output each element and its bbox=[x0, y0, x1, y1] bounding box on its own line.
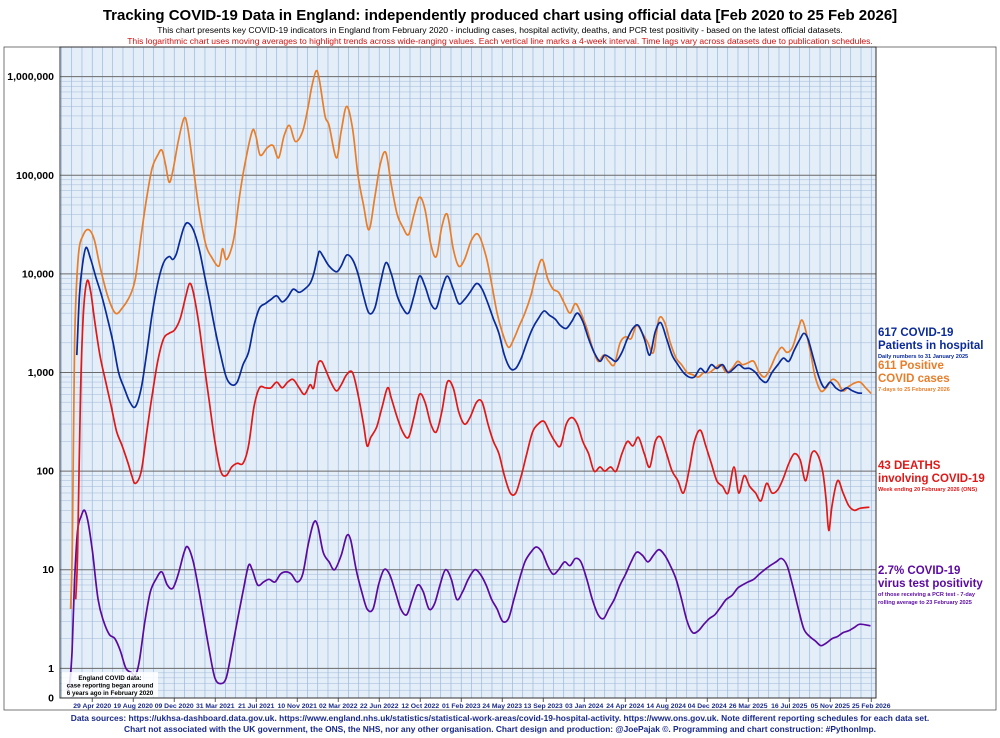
plot-border bbox=[59, 46, 877, 699]
series-label-headline: 2.7% COVID-19 bbox=[878, 565, 960, 577]
x-tick-label: 26 Mar 2025 bbox=[729, 703, 768, 710]
annotation-line: case reporting began around bbox=[67, 683, 154, 690]
series-line-cases bbox=[69, 69, 872, 610]
x-tick-label: 25 Feb 2026 bbox=[852, 703, 891, 710]
y-tick-label: 0 bbox=[48, 693, 54, 705]
y-tick-label: 100 bbox=[36, 466, 54, 478]
x-tick-label: 02 Mar 2022 bbox=[319, 703, 358, 710]
x-tick-label: 13 Sep 2023 bbox=[524, 703, 563, 710]
y-tick-label: 100,000 bbox=[16, 170, 54, 182]
x-tick-label: 31 Mar 2021 bbox=[196, 703, 235, 710]
series-label-detail: of those receiving a PCR test - 7-day bbox=[878, 592, 976, 598]
x-tick-label: 10 Nov 2021 bbox=[278, 703, 318, 710]
annotation-line: 6 years ago in February 2020 bbox=[67, 690, 154, 697]
data-sources-line: Data sources: https://ukhsa-dashboard.da… bbox=[70, 713, 930, 723]
annotation-line: England COVID data: bbox=[78, 675, 141, 682]
series-label-headline: involving COVID-19 bbox=[878, 473, 985, 485]
x-tick-label: 05 Nov 2025 bbox=[811, 703, 851, 710]
chart-header: Tracking COVID-19 Data in England: indep… bbox=[0, 6, 1000, 47]
series-line-hospital bbox=[75, 221, 863, 409]
x-tick-label: 03 Jan 2024 bbox=[565, 703, 603, 710]
x-tick-label: 14 Aug 2024 bbox=[647, 703, 687, 710]
chart-title: Tracking COVID-19 Data in England: indep… bbox=[102, 7, 898, 24]
series-line-deaths bbox=[74, 279, 870, 600]
series-label-headline: COVID cases bbox=[878, 373, 950, 385]
credits-line: Chart not associated with the UK governm… bbox=[124, 723, 876, 734]
y-tick-label: 1,000,000 bbox=[7, 71, 54, 83]
series-line-positivity bbox=[66, 509, 871, 691]
chart-note: This logarithmic chart uses moving avera… bbox=[127, 36, 873, 46]
y-tick-label: 1,000 bbox=[28, 367, 54, 379]
series-label-headline: 611 Positive bbox=[878, 360, 944, 372]
x-tick-label: 24 Apr 2024 bbox=[606, 703, 644, 710]
series-label-headline: 43 DEATHS bbox=[878, 460, 941, 472]
annotation-bg bbox=[62, 672, 158, 697]
series-label-detail: rolling average to 23 February 2025 bbox=[878, 600, 972, 606]
series-label-detail: 7-days to 25 February 2026 bbox=[878, 387, 950, 393]
series-label-headline: Patients in hospital bbox=[878, 340, 983, 352]
x-tick-label: 12 Oct 2022 bbox=[401, 703, 439, 710]
annotation-case-reporting: England COVID data:case reporting began … bbox=[62, 672, 158, 697]
x-tick-label: 19 Aug 2020 bbox=[114, 703, 154, 710]
x-tick-label: 04 Dec 2024 bbox=[688, 703, 727, 710]
chart-subtitle: This chart presents key COVID-19 indicat… bbox=[157, 25, 843, 35]
x-tick-label: 16 Jul 2025 bbox=[771, 703, 807, 710]
x-tick-label: 29 Apr 2020 bbox=[73, 703, 111, 710]
x-tick-label: 01 Feb 2023 bbox=[442, 703, 481, 710]
x-tick-label: 22 Jun 2022 bbox=[360, 703, 399, 710]
x-tick-label: 09 Dec 2020 bbox=[155, 703, 194, 710]
series-label-headline: virus test positivity bbox=[878, 578, 983, 590]
x-tick-label: 24 May 2023 bbox=[482, 703, 522, 710]
series-label-headline: 617 COVID-19 bbox=[878, 327, 953, 339]
x-tick-label: 21 Jul 2021 bbox=[238, 703, 274, 710]
y-tick-label: 10 bbox=[42, 564, 54, 576]
chart-footer: Data sources: https://ukhsa-dashboard.da… bbox=[0, 713, 1000, 734]
series-label-detail: Daily numbers to 31 January 2025 bbox=[878, 354, 968, 360]
y-tick-label: 1 bbox=[48, 663, 54, 675]
series-label-detail: Week ending 20 February 2026 (ONS) bbox=[878, 487, 977, 493]
y-tick-label: 10,000 bbox=[22, 268, 54, 280]
